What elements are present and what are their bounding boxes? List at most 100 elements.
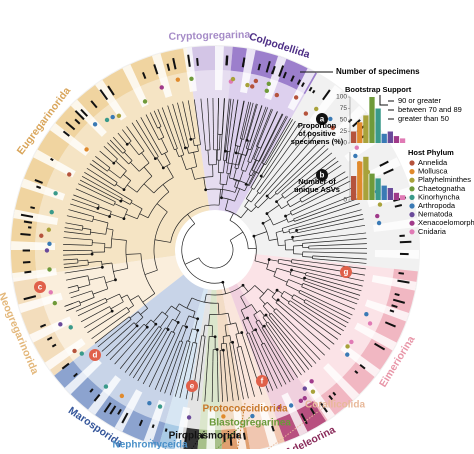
host-dot [80, 351, 84, 355]
host-dot [375, 214, 379, 218]
specimen-bar [30, 207, 34, 208]
inset-bar [388, 188, 393, 200]
marker-letter: d [93, 351, 98, 360]
node [221, 281, 224, 284]
node [112, 162, 115, 165]
host-dot [53, 301, 57, 305]
inset-bar [363, 115, 368, 143]
tick-label: 25 [340, 128, 348, 135]
host-dot [377, 221, 381, 225]
host-name: Cnidaria [418, 227, 447, 236]
branch [230, 213, 234, 220]
specimen-bar [227, 56, 228, 66]
tick-label: 100 [336, 94, 347, 101]
node [231, 341, 234, 344]
node [246, 317, 249, 320]
clade-label: Protococcidiorida [202, 404, 287, 415]
host-dot [289, 403, 293, 407]
node [162, 166, 165, 169]
node [291, 236, 294, 239]
host-dot [250, 84, 254, 88]
host-dot [49, 290, 53, 294]
host-dot [47, 242, 51, 246]
host-dot [265, 89, 269, 93]
node [177, 321, 180, 324]
host-dot [254, 79, 258, 83]
host-dot [110, 115, 114, 119]
host-dot [309, 379, 313, 383]
branch-arc [182, 224, 223, 284]
host-dot [299, 399, 303, 403]
tick-label: 50 [340, 117, 348, 124]
node [265, 314, 268, 317]
host-dot [364, 312, 368, 316]
bootstrap-title: Bootstrap Support [345, 85, 412, 94]
specimen-bar [24, 272, 31, 273]
marker-letter: f [261, 377, 264, 386]
inset-bar [375, 178, 380, 200]
host-dot [67, 172, 71, 176]
inset-bar [357, 122, 362, 143]
node [214, 335, 217, 338]
tick-label: 0 [343, 140, 347, 147]
inset-bar [382, 186, 387, 200]
inset-bar [400, 138, 405, 143]
host-dot [58, 322, 62, 326]
node [277, 299, 280, 302]
specimen-bar [244, 433, 245, 440]
inset-bar [369, 97, 374, 143]
host-dot [104, 384, 108, 388]
host-title: Host Phylum [408, 148, 454, 157]
node [266, 212, 269, 215]
host-dot [189, 77, 193, 81]
node [240, 331, 243, 334]
host-dot [39, 234, 43, 238]
branch [230, 232, 243, 240]
inset-bar [388, 132, 393, 144]
specimen-bar [20, 234, 30, 235]
host-dot [160, 85, 164, 89]
specimen-bar [390, 310, 394, 311]
host-dot [147, 401, 151, 405]
node [216, 348, 219, 351]
marker-letter: g [344, 268, 349, 277]
node [154, 157, 157, 160]
host-swatch [409, 195, 414, 200]
clade-label: Cryptogregarina [168, 29, 250, 43]
node [276, 289, 279, 292]
host-dot [304, 111, 308, 115]
host-dot [158, 404, 162, 408]
node [189, 138, 192, 141]
host-dot [294, 95, 298, 99]
specimen-bar [395, 294, 400, 295]
host-dot [45, 248, 49, 252]
inset-label: unique ASVs [294, 185, 340, 194]
host-dot [117, 114, 121, 118]
node [185, 326, 188, 329]
host-dot [105, 118, 109, 122]
inset-bar [351, 132, 356, 144]
host-dot [84, 147, 88, 151]
marker-letter: c [38, 283, 43, 292]
host-dot [72, 349, 76, 353]
host-dot [378, 202, 382, 206]
specimen-bar [24, 222, 32, 223]
host-dot [303, 386, 307, 390]
specimens-label: Number of specimens [336, 67, 420, 76]
node [266, 195, 269, 198]
host-dot [47, 267, 51, 271]
specimen-bar [166, 429, 167, 432]
node [184, 146, 187, 149]
node [123, 217, 126, 220]
specimen-bar [313, 90, 315, 93]
host-dot [368, 321, 372, 325]
host-swatch [409, 229, 414, 234]
host-swatch [409, 178, 414, 183]
inset-bar [369, 174, 374, 200]
node [254, 328, 257, 331]
node [126, 143, 129, 146]
clade-label: Piroplasmorida [169, 431, 242, 442]
node [290, 269, 293, 272]
node [242, 284, 245, 287]
